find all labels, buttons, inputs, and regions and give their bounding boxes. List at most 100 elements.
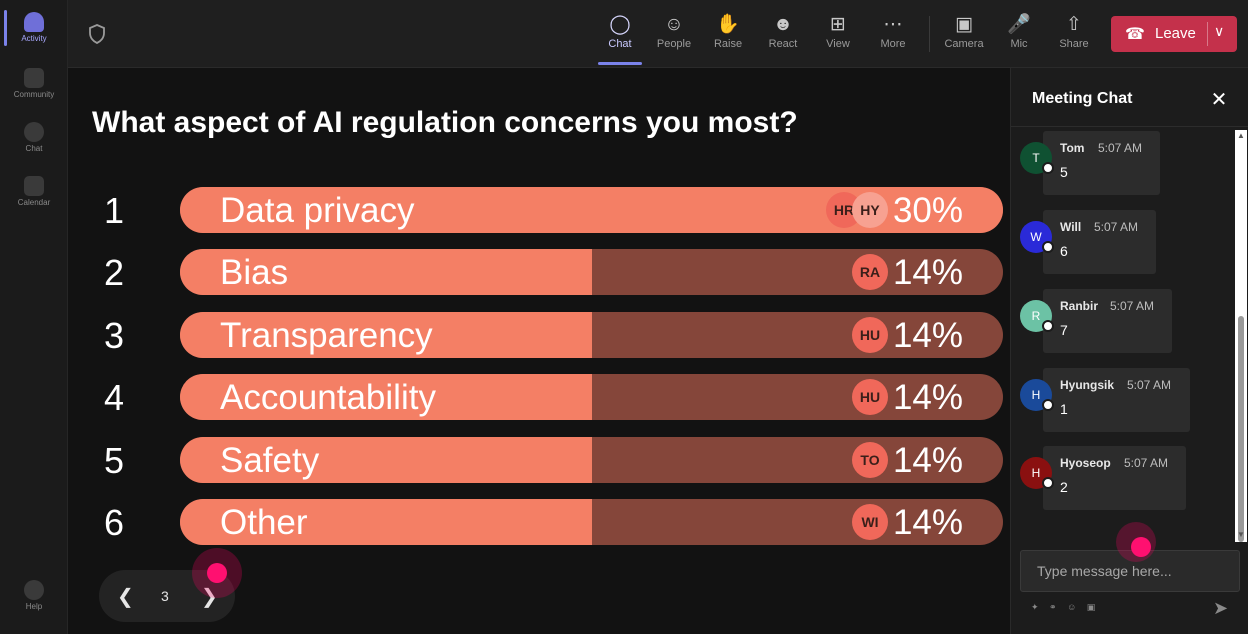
leave-button[interactable]: ☎ Leave ∨: [1111, 16, 1237, 52]
poll-question: What aspect of AI regulation concerns yo…: [92, 106, 798, 139]
bell-icon: [24, 12, 44, 32]
poll-result-bar: Safety TO 14%: [180, 437, 1003, 483]
avatar[interactable]: H: [1020, 379, 1054, 411]
poll-result-fill: [180, 312, 592, 358]
chat-message[interactable]: Hyoseop 5:07 AM 2: [1043, 446, 1186, 510]
chat-message[interactable]: Hyungsik 5:07 AM 1: [1043, 368, 1190, 432]
app-rail: Activity Community Chat Calendar Help: [0, 0, 68, 634]
poll-option-row: 1 Data privacy HR HY 30%: [68, 187, 1010, 233]
avatar[interactable]: H: [1020, 457, 1054, 489]
share-button-label: Share: [1059, 38, 1089, 50]
poll-option-row: 3 Transparency HU 14%: [68, 312, 1010, 358]
presence-status-icon: [1042, 477, 1054, 489]
send-icon[interactable]: ➤: [1213, 598, 1229, 618]
message-timestamp: 5:07 AM: [1098, 141, 1143, 155]
react-button[interactable]: ☻ React: [758, 12, 808, 62]
view-button-label: View: [826, 38, 850, 50]
avatar[interactable]: W: [1020, 221, 1054, 253]
rail-item-label: Community: [13, 90, 55, 99]
raise-hand-button[interactable]: ✋ Raise: [703, 12, 753, 62]
message-sender: Ranbir: [1060, 299, 1099, 313]
rail-item-label: Activity: [21, 34, 47, 43]
active-tab-indicator: [598, 62, 642, 65]
presence-status-icon: [1042, 241, 1054, 253]
voter-avatar: HU: [852, 379, 888, 415]
avatar[interactable]: R: [1020, 300, 1054, 332]
chevron-left-icon[interactable]: ❮: [117, 586, 134, 608]
voter-avatar: WI: [852, 504, 888, 540]
mic-button[interactable]: 🎤 Mic: [994, 12, 1044, 62]
chat-message[interactable]: Tom 5:07 AM 5: [1043, 131, 1160, 195]
presence-status-icon: [1042, 162, 1054, 174]
message-timestamp: 5:07 AM: [1127, 378, 1172, 392]
poll-option-number: 6: [104, 502, 125, 543]
more-button[interactable]: ⋯ More: [868, 12, 918, 62]
message-text: 5: [1060, 164, 1068, 180]
scrollbar-thumb[interactable]: [1238, 316, 1244, 542]
poll-option-label: Accountability: [220, 378, 436, 417]
avatar-initial: H: [1031, 388, 1041, 402]
rail-item-community[interactable]: Community: [0, 68, 68, 99]
poll-result-bar: Data privacy HR HY 30%: [180, 187, 1003, 233]
voter-avatar: RA: [852, 254, 888, 290]
rail-item-label: Help: [25, 602, 43, 611]
presence-status-icon: [1042, 399, 1054, 411]
chat-message[interactable]: Ranbir 5:07 AM 7: [1043, 289, 1172, 353]
avatar-initial: T: [1032, 151, 1040, 165]
rail-item-activity[interactable]: Activity: [0, 12, 68, 43]
poll-option-label: Other: [220, 503, 308, 542]
chat-message-input[interactable]: [1020, 550, 1240, 592]
close-icon[interactable]: ✕: [1210, 89, 1228, 111]
poll-option-percent: 14%: [892, 441, 963, 480]
presence-status-icon: [1042, 320, 1054, 332]
rail-item-calendar[interactable]: Calendar: [0, 176, 68, 207]
poll-result-bar: Other WI 14%: [180, 499, 1003, 545]
toolbar-divider: [929, 16, 930, 52]
mic-button-label: Mic: [1010, 38, 1028, 50]
camera-button[interactable]: ▣ Camera: [939, 12, 989, 62]
chevron-right-icon[interactable]: ❯: [201, 586, 218, 608]
scroll-up-icon[interactable]: ▲: [1237, 131, 1245, 140]
message-sender: Hyungsik: [1060, 378, 1115, 392]
format-icons[interactable]: ✦ ⚭ ☺ ▣: [1031, 602, 1100, 612]
message-text: 1: [1060, 401, 1068, 417]
rail-active-indicator: [4, 10, 7, 46]
poll-option-label: Bias: [220, 253, 289, 292]
poll-result-bar: Accountability HU 14%: [180, 374, 1003, 420]
poll-option-percent: 14%: [892, 316, 963, 355]
people-button[interactable]: ☺ People: [649, 12, 699, 62]
avatar-initial: W: [1030, 230, 1042, 244]
rail-item-help[interactable]: Help: [0, 580, 68, 611]
chat-message[interactable]: Will 5:07 AM 6: [1043, 210, 1156, 274]
avatar-initial: H: [1031, 466, 1041, 480]
hangup-icon: ☎: [1125, 26, 1145, 43]
raise-hand-icon: ✋: [716, 14, 740, 35]
leave-label: Leave: [1155, 25, 1196, 42]
poll-option-percent: 14%: [892, 503, 963, 542]
rail-item-label: Calendar: [17, 198, 51, 207]
poll-option-row: 5 Safety TO 14%: [68, 437, 1010, 483]
message-sender: Tom: [1060, 141, 1085, 155]
message-timestamp: 5:07 AM: [1110, 299, 1155, 313]
poll-option-label: Safety: [220, 441, 320, 480]
message-text: 2: [1060, 479, 1068, 495]
chat-title: Meeting Chat: [1032, 90, 1133, 107]
chevron-down-icon[interactable]: ∨: [1214, 23, 1225, 39]
poll-option-label: Transparency: [220, 316, 433, 355]
react-button-label: React: [768, 38, 798, 50]
scroll-down-icon[interactable]: ▼: [1237, 530, 1245, 539]
view-button[interactable]: ⊞ View: [813, 12, 863, 62]
share-button[interactable]: ⇧ Share: [1049, 12, 1099, 62]
poll-option-number: 2: [104, 252, 125, 293]
pointer-indicator: [192, 548, 242, 598]
camera-off-icon: ▣: [955, 14, 973, 35]
chat-scrollbar[interactable]: ▲ ▼: [1235, 130, 1247, 542]
rail-item-chat[interactable]: Chat: [0, 122, 68, 153]
page-number: 3: [161, 588, 169, 604]
shield-icon[interactable]: [88, 24, 106, 44]
help-icon: [24, 580, 44, 600]
poll-result-bar: Bias RA 14%: [180, 249, 1003, 295]
chat-button[interactable]: ◯ Chat: [595, 12, 645, 62]
avatar[interactable]: T: [1020, 142, 1054, 174]
poll-result-fill: [180, 374, 592, 420]
